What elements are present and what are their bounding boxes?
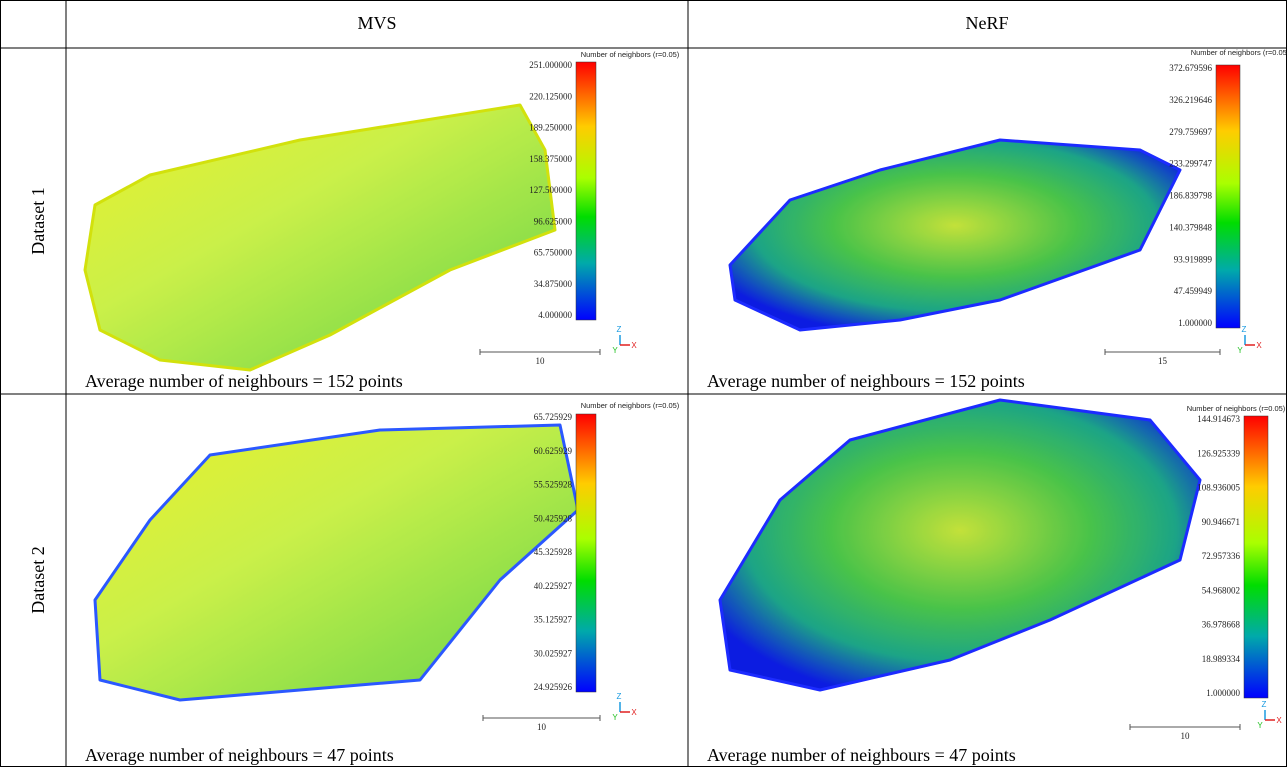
colorbar-tick-label: 34.875000 bbox=[534, 279, 573, 289]
colorbar-tick-label: 54.968002 bbox=[1202, 585, 1240, 595]
caption: Average number of neighbours = 152 point… bbox=[707, 371, 1025, 391]
axis-label: Z bbox=[1242, 325, 1247, 334]
axis-label: X bbox=[1276, 716, 1282, 725]
colorbar-tick-label: 65.725929 bbox=[534, 412, 573, 422]
colorbar-title: Number of neighbors (r=0.05) bbox=[1191, 48, 1287, 57]
colorbar-tick-label: 189.250000 bbox=[529, 123, 572, 133]
row-header: Dataset 1 bbox=[28, 187, 48, 254]
caption: Average number of neighbours = 152 point… bbox=[85, 371, 403, 391]
colorbar-tick-label: 279.759697 bbox=[1169, 127, 1212, 137]
colorbar-tick-label: 1.000000 bbox=[1206, 688, 1240, 698]
colorbar-tick-label: 126.925339 bbox=[1197, 448, 1240, 458]
axis-label: X bbox=[631, 341, 637, 350]
scale-label: 10 bbox=[536, 356, 546, 366]
axis-label: Y bbox=[1237, 346, 1243, 355]
colorbar bbox=[575, 61, 597, 321]
caption: Average number of neighbours = 47 points bbox=[707, 745, 1016, 765]
axis-label: X bbox=[1256, 341, 1262, 350]
colorbar-tick-label: 65.750000 bbox=[534, 248, 573, 258]
colorbar-tick-label: 47.459949 bbox=[1174, 286, 1213, 296]
row-header: Dataset 2 bbox=[28, 546, 48, 613]
colorbar-title: Number of neighbors (r=0.05) bbox=[1187, 404, 1286, 413]
colorbar-tick-label: 251.000000 bbox=[529, 60, 572, 70]
axis-label: Y bbox=[1257, 721, 1263, 730]
axis-label: Y bbox=[612, 346, 618, 355]
colorbar-tick-label: 158.375000 bbox=[529, 154, 572, 164]
colorbar-tick-label: 233.299747 bbox=[1169, 159, 1212, 169]
column-header: MVS bbox=[357, 13, 396, 33]
colorbar-tick-label: 96.625000 bbox=[534, 216, 573, 226]
point-cloud bbox=[83, 103, 557, 372]
axis-label: X bbox=[631, 708, 637, 717]
colorbar-title: Number of neighbors (r=0.05) bbox=[581, 50, 680, 59]
colorbar-tick-label: 40.225927 bbox=[534, 581, 573, 591]
colorbar bbox=[575, 413, 597, 693]
colorbar-tick-label: 372.679596 bbox=[1169, 63, 1212, 73]
colorbar-tick-label: 220.125000 bbox=[529, 91, 572, 101]
colorbar-tick-label: 1.000000 bbox=[1178, 318, 1212, 328]
point-cloud bbox=[718, 398, 1202, 692]
caption: Average number of neighbours = 47 points bbox=[85, 745, 394, 765]
colorbar-tick-label: 60.625929 bbox=[534, 446, 573, 456]
scale-label: 10 bbox=[537, 722, 547, 732]
colorbar-tick-label: 4.000000 bbox=[538, 310, 572, 320]
colorbar-tick-label: 144.914673 bbox=[1197, 414, 1240, 424]
colorbar-tick-label: 45.325928 bbox=[534, 547, 573, 557]
colorbar-tick-label: 50.425928 bbox=[534, 513, 573, 523]
colorbar-tick-label: 36.978668 bbox=[1202, 620, 1241, 630]
axis-label: Z bbox=[617, 692, 622, 701]
colorbar-tick-label: 72.957336 bbox=[1202, 551, 1241, 561]
colorbar-tick-label: 127.500000 bbox=[529, 185, 572, 195]
axis-label: Z bbox=[1262, 700, 1267, 709]
axis-label: Y bbox=[612, 713, 618, 722]
colorbar-tick-label: 24.925926 bbox=[534, 682, 573, 692]
colorbar-tick-label: 90.946671 bbox=[1202, 517, 1240, 527]
point-cloud bbox=[93, 423, 580, 702]
colorbar-tick-label: 55.525928 bbox=[534, 480, 573, 490]
scale-label: 10 bbox=[1181, 731, 1191, 741]
colorbar-tick-label: 326.219646 bbox=[1169, 95, 1212, 105]
axis-label: Z bbox=[617, 325, 622, 334]
colorbar-tick-label: 93.919899 bbox=[1174, 254, 1213, 264]
colorbar bbox=[1215, 64, 1241, 329]
colorbar-tick-label: 186.839798 bbox=[1169, 191, 1212, 201]
colorbar-tick-label: 30.025927 bbox=[534, 648, 573, 658]
colorbar bbox=[1243, 415, 1269, 699]
colorbar-tick-label: 108.936005 bbox=[1197, 483, 1240, 493]
colorbar-tick-label: 35.125927 bbox=[534, 615, 573, 625]
column-header: NeRF bbox=[965, 13, 1008, 33]
scale-label: 15 bbox=[1158, 356, 1168, 366]
colorbar-tick-label: 140.379848 bbox=[1169, 222, 1212, 232]
colorbar-title: Number of neighbors (r=0.05) bbox=[581, 401, 680, 410]
point-cloud bbox=[728, 138, 1182, 332]
colorbar-tick-label: 18.989334 bbox=[1202, 654, 1241, 664]
